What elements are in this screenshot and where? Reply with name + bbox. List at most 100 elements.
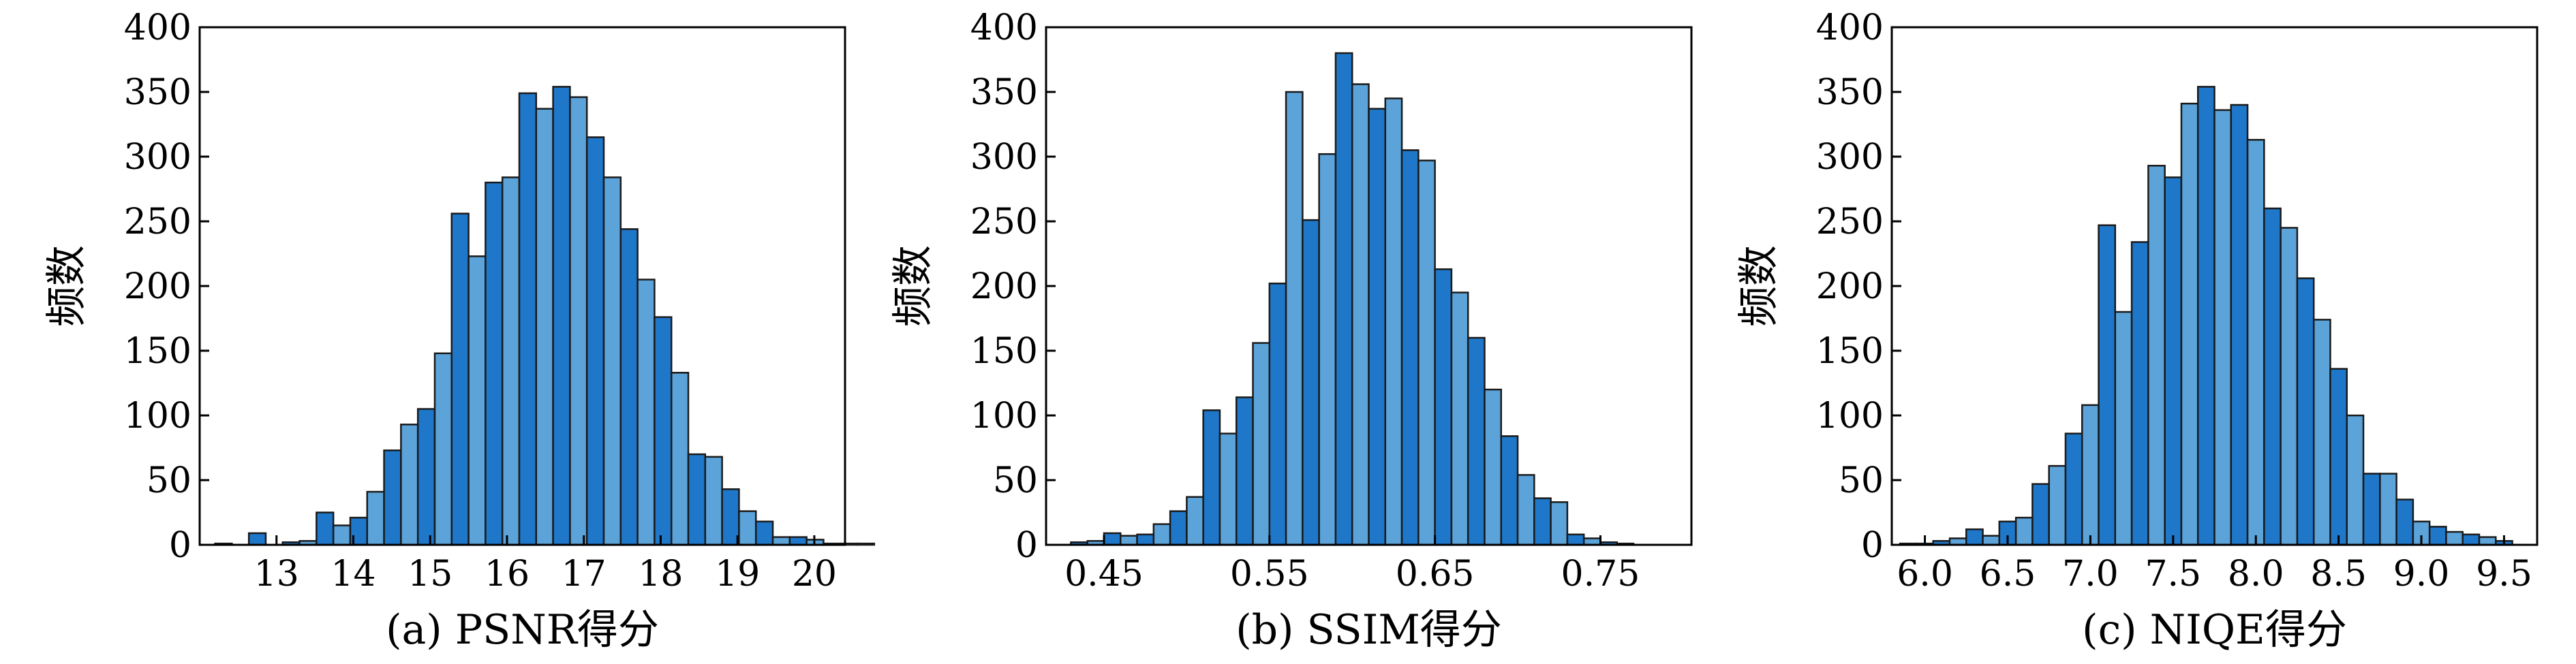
histogram-bar: [1186, 496, 1204, 546]
y-tick-label: 100: [1816, 396, 1884, 437]
y-tick-label: 150: [970, 331, 1038, 372]
x-tick-label: 19: [715, 554, 760, 595]
histogram-bar: [2362, 473, 2381, 546]
histogram-bar: [433, 352, 453, 546]
x-tick-label: 6.5: [1980, 554, 2036, 595]
y-tick-label: 100: [124, 396, 191, 437]
y-tick-label: 100: [970, 396, 1038, 437]
histogram-bar: [2246, 139, 2265, 546]
histogram-panel-3: 0 50 100 150 200 250 300 350 400 6.0 6.5 7.0 7.5 8.0 8…: [1735, 7, 2539, 654]
histogram-bar: [1384, 97, 1403, 546]
x-tick-label: 0.65: [1396, 554, 1475, 595]
histogram-bar: [1268, 282, 1287, 546]
y-tick-label: 50: [1839, 460, 1884, 501]
y-tick-label: 400: [124, 7, 191, 48]
x-tick-label: 9.5: [2476, 554, 2532, 595]
histogram-bar: [1417, 159, 1436, 546]
histogram-bar: [2114, 311, 2133, 546]
histogram-bar: [2346, 414, 2365, 546]
histogram-bar: [1965, 528, 1984, 546]
histogram-bar: [1351, 83, 1370, 546]
histogram-bar: [1136, 533, 1155, 546]
histogram-bar: [2031, 483, 2050, 546]
histogram-bar: [704, 456, 723, 546]
histogram-bar: [1218, 432, 1238, 546]
histogram-bar: [2147, 165, 2166, 546]
histogram-bar: [1152, 523, 1171, 546]
x-tick-label: 9.0: [2393, 554, 2450, 595]
histogram-bar: [316, 511, 335, 546]
histogram-bar: [1566, 533, 1585, 546]
histogram-bar: [2263, 207, 2282, 546]
panel-caption: (a) PSNR得分: [386, 606, 659, 654]
y-tick-label: 300: [970, 137, 1038, 178]
histogram-panel-2: 0 50 100 150 200 250 300 350 400 0.45 0.55 0.65 0.75…: [889, 7, 1693, 654]
histogram-bar: [2329, 368, 2348, 546]
histogram-bar: [738, 510, 757, 546]
histogram-bar: [654, 316, 673, 546]
histogram-bar: [1982, 535, 2001, 546]
y-tick-label: 200: [1816, 266, 1884, 307]
histogram-bar: [569, 96, 588, 546]
x-tick-label: 18: [638, 554, 683, 595]
histogram-bar: [450, 212, 470, 546]
histogram-bar: [1533, 497, 1552, 546]
histogram-bar: [771, 536, 791, 546]
histogram-bar: [1252, 342, 1271, 546]
x-tick-label: 20: [792, 554, 837, 595]
histogram-bar: [2064, 432, 2083, 546]
histogram-bar: [1285, 91, 1304, 546]
y-axis-label: 频数: [43, 245, 91, 327]
histogram-bar: [518, 92, 538, 546]
histogram-bar: [501, 176, 521, 546]
histogram-bar: [1169, 510, 1188, 546]
y-tick-label: 250: [1816, 202, 1884, 242]
histogram-bar: [383, 449, 402, 546]
histogram-bar: [2196, 86, 2215, 546]
y-tick-label: 400: [1816, 7, 1884, 48]
x-tick-label: 0.55: [1230, 554, 1309, 595]
histogram-bar: [1120, 535, 1138, 546]
histogram-bar: [416, 408, 436, 546]
x-tick-label: 7.0: [2062, 554, 2119, 595]
histogram-bar: [619, 228, 639, 546]
y-tick-label: 0: [169, 525, 191, 566]
y-tick-label: 200: [970, 266, 1038, 307]
panel-caption: (c) NIQE得分: [2082, 606, 2347, 654]
y-tick-label: 50: [993, 460, 1038, 501]
histogram-bar: [2098, 224, 2117, 546]
histogram-bar: [2462, 533, 2481, 546]
histogram-bar: [2230, 104, 2249, 546]
histogram-bar: [1235, 396, 1254, 546]
histogram-bar: [1103, 532, 1122, 546]
y-tick-label: 150: [1816, 331, 1884, 372]
x-tick-label: 13: [254, 554, 299, 595]
histogram-bar: [1484, 388, 1503, 546]
x-tick-label: 15: [408, 554, 453, 595]
histogram-bar: [2395, 499, 2414, 546]
y-tick-label: 400: [970, 7, 1038, 48]
histogram-bar: [2180, 102, 2199, 546]
histogram-bar: [788, 536, 808, 546]
histogram-bar: [1318, 153, 1337, 546]
histogram-bar: [2048, 464, 2067, 546]
histogram-bar: [1334, 52, 1353, 546]
histogram-bar: [467, 255, 487, 546]
x-tick-label: 8.0: [2228, 554, 2284, 595]
histogram-panel-1: 0 50 100 150 200 250 300 350 400 13 14 15 16 17 18 19 20…: [43, 7, 876, 654]
histogram-bar: [2081, 404, 2100, 546]
histogram-bar: [687, 453, 707, 546]
histogram-bar: [1368, 108, 1387, 546]
histogram-bar: [754, 520, 774, 546]
histogram-bar: [2164, 176, 2183, 546]
histogram-bar: [2130, 241, 2149, 546]
y-tick-label: 300: [124, 137, 191, 178]
histogram-bar: [247, 532, 267, 546]
histogram-bar: [585, 136, 605, 546]
x-tick-label: 0.75: [1561, 554, 1640, 595]
histogram-bar: [1500, 435, 1519, 546]
histogram-bar: [670, 372, 690, 546]
histogram-bar: [637, 279, 656, 546]
y-axis-label: 频数: [889, 245, 937, 327]
